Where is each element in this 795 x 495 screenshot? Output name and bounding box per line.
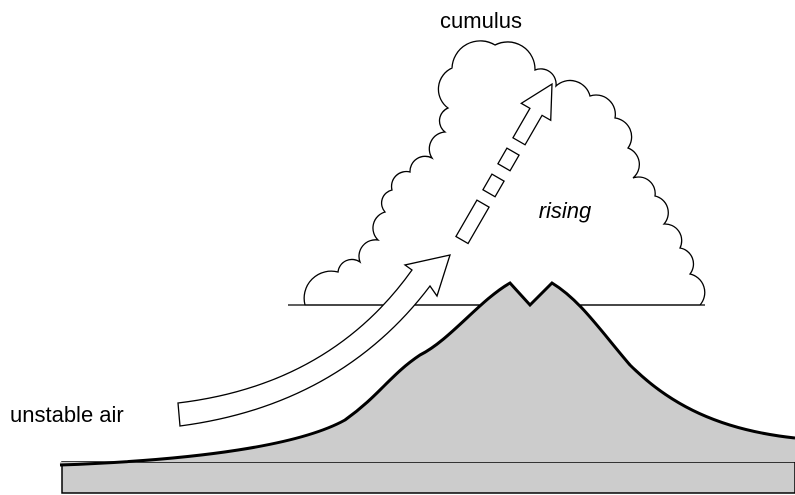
mountain-fill [60,283,795,465]
air-label: unstable air [10,402,124,427]
ground [61,461,795,494]
rising-arrow [455,82,553,245]
cloud-label: cumulus [440,8,522,33]
air-arrow [177,254,451,427]
cloud-outline [303,40,706,306]
rising-label: rising [539,198,592,223]
mountain-outline [59,281,795,467]
